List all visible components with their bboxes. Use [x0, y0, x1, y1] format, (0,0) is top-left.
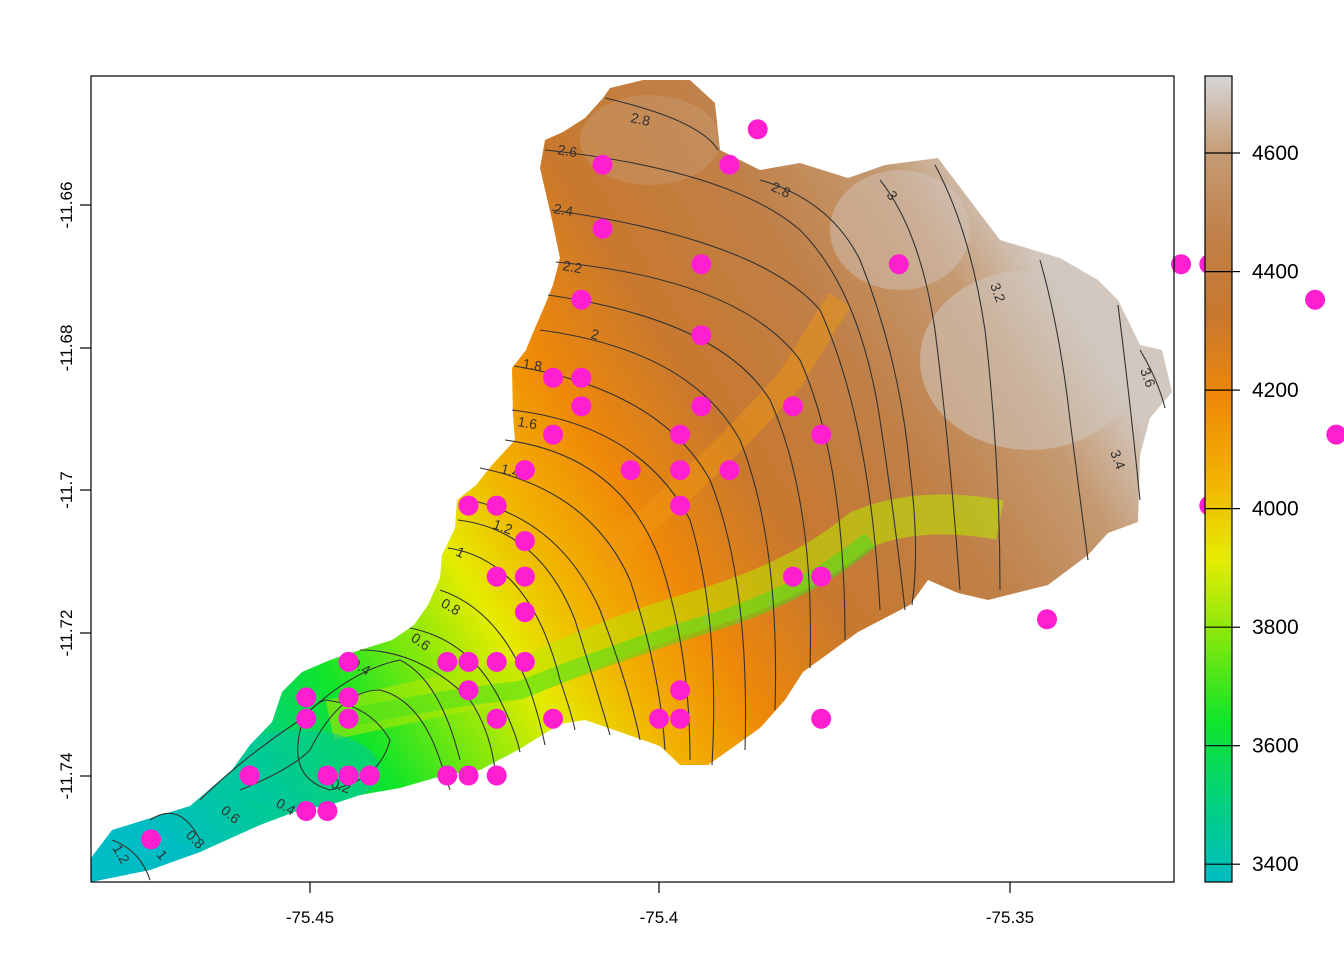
contour-label: 2.8: [629, 109, 652, 129]
sample-point: [620, 460, 641, 481]
sample-point: [783, 566, 803, 587]
sample-point: [1305, 289, 1326, 310]
x-axis: [309, 882, 1011, 893]
sample-point: [747, 119, 768, 140]
sample-point: [486, 765, 507, 786]
sample-point: [338, 687, 359, 708]
contour-label: 2: [589, 325, 601, 343]
legend-colorbar: [1204, 75, 1233, 883]
x-tick-label: -75.35: [986, 908, 1034, 927]
sample-point: [543, 708, 564, 729]
contour-label: 1.6: [516, 413, 538, 432]
sample-point: [543, 424, 564, 445]
legend-label: 3800: [1252, 616, 1299, 639]
sample-point: [888, 254, 909, 275]
sample-point: [514, 651, 535, 672]
sample-point: [296, 708, 317, 729]
sample-point: [239, 765, 260, 786]
legend-label: 4400: [1252, 261, 1299, 284]
sample-point: [592, 218, 613, 239]
sample-point: [670, 495, 691, 516]
sample-point: [670, 680, 691, 701]
sample-point: [486, 566, 507, 587]
contour-label: 3.6: [1137, 366, 1159, 390]
sample-point: [296, 801, 317, 821]
sample-point: [649, 708, 669, 729]
sample-point: [670, 708, 691, 729]
sample-point: [592, 154, 613, 175]
sample-point: [670, 424, 691, 445]
legend-label: 4200: [1252, 379, 1299, 402]
sample-point: [719, 154, 740, 175]
sample-point: [486, 495, 507, 516]
contour-label: 1.2: [491, 516, 515, 538]
sample-point: [486, 708, 507, 729]
sample-point: [670, 460, 691, 481]
contour-label: 3.2: [987, 281, 1009, 305]
sample-point: [437, 651, 458, 672]
sample-point: [783, 396, 803, 417]
sample-point: [458, 680, 479, 701]
sample-point: [691, 254, 712, 275]
sample-point: [811, 566, 832, 587]
sample-point: [514, 531, 535, 552]
y-tick-label: -11.7: [57, 471, 76, 509]
sample-point: [359, 765, 380, 786]
sample-point: [1171, 254, 1192, 275]
sample-point: [338, 765, 359, 786]
sample-point: [691, 325, 712, 346]
sample-point: [514, 566, 535, 587]
sample-point: [458, 765, 479, 786]
sample-point: [486, 651, 507, 672]
legend-label: 3400: [1252, 853, 1299, 876]
contour-label: 2.2: [561, 257, 583, 276]
sample-point: [514, 602, 535, 623]
legend-label: 4000: [1252, 498, 1299, 521]
legend-label: 4600: [1252, 142, 1299, 165]
y-tick-label: -11.68: [57, 325, 76, 372]
sample-point: [571, 289, 592, 310]
sample-point: [317, 801, 338, 821]
sample-point: [458, 651, 479, 672]
y-axis: [80, 204, 91, 777]
contour-label: 2.8: [769, 178, 794, 201]
sample-point: [296, 687, 317, 708]
sample-point: [317, 765, 338, 786]
sample-point: [811, 424, 832, 445]
y-tick-label: -11.72: [57, 610, 76, 657]
elevation-legend: 3400 3600 3800 4000 4200 4400 4600: [1204, 75, 1299, 883]
sample-point: [514, 460, 535, 481]
sample-point: [437, 765, 458, 786]
sample-point: [571, 367, 592, 388]
plot-frame: [90, 75, 1175, 883]
sample-point: [543, 367, 564, 388]
sample-point: [338, 651, 359, 672]
y-tick-label: -11.66: [57, 182, 76, 229]
x-tick-label: -75.45: [286, 908, 334, 927]
contour-label: 2.4: [552, 200, 574, 219]
sample-point: [719, 460, 740, 481]
sample-point: [1326, 424, 1344, 445]
elevation-raster: [91, 80, 1172, 882]
sample-point: [338, 708, 359, 729]
y-tick-label: -11.74: [57, 753, 76, 800]
contour-label: 2.6: [556, 141, 578, 160]
contour-label: 1.8: [521, 355, 543, 374]
sample-point: [458, 495, 479, 516]
sample-point: [571, 396, 592, 417]
legend-label: 3600: [1252, 735, 1299, 758]
x-tick-label: -75.4: [640, 908, 679, 927]
sample-point: [811, 708, 832, 729]
contour-label: 3.4: [1107, 448, 1129, 472]
sample-point: [141, 829, 161, 850]
sample-point: [691, 396, 712, 417]
sample-point: [1037, 609, 1057, 630]
